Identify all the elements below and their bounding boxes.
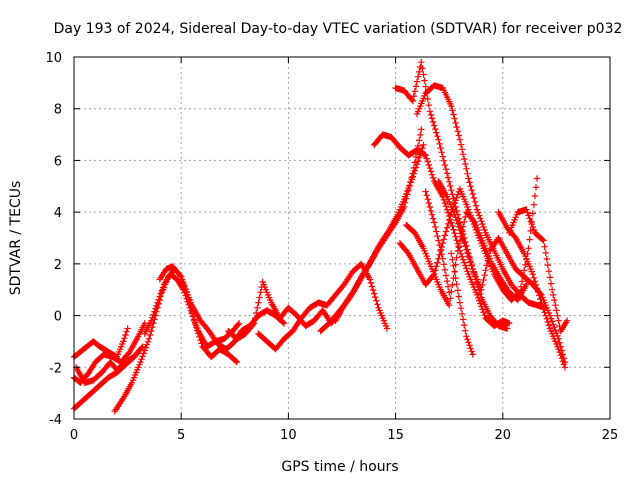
series-19-markers	[506, 206, 571, 335]
y-tick-label: -2	[49, 361, 62, 376]
x-tick-label: 20	[495, 428, 512, 443]
series-8-markers	[225, 278, 344, 342]
series-11-markers	[332, 126, 425, 324]
series-21-markers	[422, 188, 453, 296]
x-tick-label: 10	[280, 428, 297, 443]
y-tick-label: 10	[45, 51, 62, 66]
axis-ticks: 0 5 10 15 20 25 -4 -2 0 2 4 6 8 10	[45, 51, 618, 443]
y-tick-label: -4	[49, 413, 62, 428]
x-axis-label: GPS time / hours	[281, 459, 398, 475]
data-series	[70, 59, 571, 415]
y-tick-label: 6	[54, 154, 62, 169]
series-10-markers	[317, 141, 427, 335]
y-tick-label: 0	[54, 310, 62, 325]
series-9-markers	[255, 260, 391, 353]
y-axis-label: SDTVAR / TECUs	[8, 181, 24, 296]
y-tick-label: 2	[54, 258, 62, 273]
y-tick-label: 8	[54, 103, 62, 118]
x-tick-label: 15	[387, 428, 404, 443]
x-tick-label: 0	[70, 428, 78, 443]
plot-frame	[73, 56, 611, 420]
y-tick-label: 4	[54, 206, 62, 221]
series-18-markers	[495, 208, 569, 371]
chart-title: Day 193 of 2024, Sidereal Day-to-day VTE…	[54, 21, 623, 37]
series-20-markers	[448, 250, 476, 358]
series-7-markers	[156, 263, 288, 353]
x-tick-label: 5	[177, 428, 185, 443]
x-tick-label: 25	[602, 428, 619, 443]
